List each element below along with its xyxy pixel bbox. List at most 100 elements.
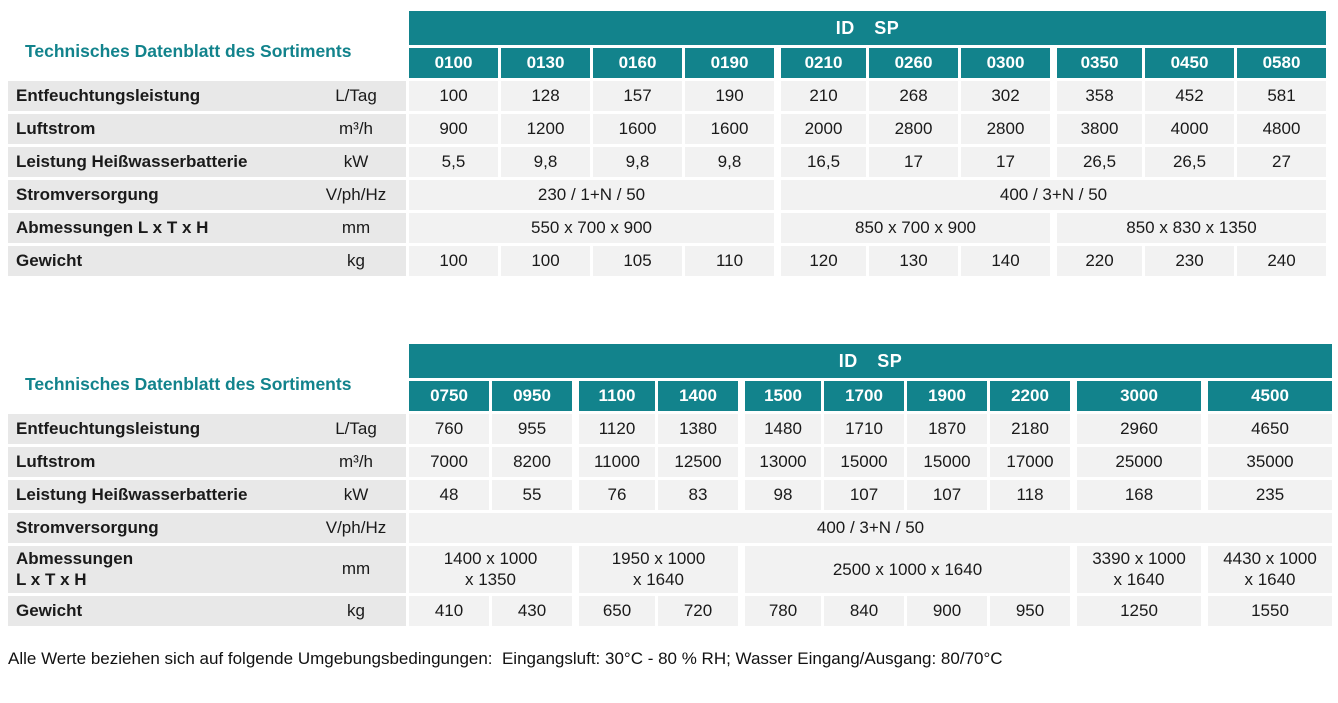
row-header: Leistung Heißwasserbatterie kW (8, 147, 406, 177)
value-cell: 55 (492, 480, 572, 510)
model-header: 0350 (1053, 48, 1142, 78)
value-cell: 3390 x 1000 x 1640 (1073, 546, 1201, 593)
value-cell: 48 (409, 480, 489, 510)
value-cell: 1870 (907, 414, 987, 444)
row-label: Stromversorgung (16, 185, 159, 205)
model-header: 1900 (907, 381, 987, 411)
value-cell: 4430 x 1000 x 1640 (1204, 546, 1332, 593)
row-header-cell: Abmessungen L x T x H mm (8, 213, 406, 243)
value-cell: 83 (658, 480, 738, 510)
value-cell: 100 (409, 246, 498, 276)
row-label: Gewicht (16, 251, 83, 271)
row-header: Stromversorgung V/ph/Hz (8, 180, 406, 210)
value-cell: 1600 (593, 114, 682, 144)
value-cell: 1200 (501, 114, 590, 144)
row-unit: kW (343, 485, 369, 504)
model-header: 0190 (685, 48, 774, 78)
value-cell: 100 (501, 246, 590, 276)
model-header: 0450 (1145, 48, 1234, 78)
model-header: 1400 (658, 381, 738, 411)
value-cell: 9,8 (593, 147, 682, 177)
value-cell: 850 x 830 x 1350 (1053, 213, 1326, 243)
row-header-cell: Abmessungen L x T x H mm (8, 546, 406, 593)
value-cell: 230 / 1+N / 50 (409, 180, 774, 210)
table-caption: Technisches Datenblatt des Sortiments (25, 373, 352, 394)
series-header: ID SP (409, 344, 1332, 378)
row-header: Stromversorgung V/ph/Hz (8, 513, 406, 543)
value-cell: 400 / 3+N / 50 (777, 180, 1326, 210)
value-cell: 760 (409, 414, 489, 444)
value-cell: 950 (990, 595, 1070, 626)
value-cell: 1710 (824, 414, 904, 444)
model-header: 3000 (1073, 381, 1201, 411)
model-header: 0210 (777, 48, 866, 78)
value-cell: 2000 (777, 114, 866, 144)
value-cell: 27 (1237, 147, 1326, 177)
table-caption-cell: Technisches Datenblatt des Sortiments (8, 11, 406, 78)
row-label: Entfeuchtungsleistung (16, 419, 201, 439)
value-cell: 8200 (492, 447, 572, 477)
model-header: 0100 (409, 48, 498, 78)
row-header: Gewicht kg (8, 596, 406, 626)
conditions-footnote: Alle Werte beziehen sich auf folgende Um… (8, 648, 1003, 668)
value-cell: 5,5 (409, 147, 498, 177)
value-cell: 1550 (1204, 595, 1332, 626)
row-unit: L/Tag (335, 419, 377, 438)
value-cell: 4650 (1204, 414, 1332, 444)
row-label: Leistung Heißwasserbatterie (16, 152, 248, 172)
value-cell: 2960 (1073, 414, 1201, 444)
datasheet-table-1: Technisches Datenblatt des Sortiments ID … (5, 8, 1338, 279)
value-cell: 230 (1145, 246, 1234, 276)
model-header: 4500 (1204, 381, 1332, 411)
value-cell: 581 (1237, 81, 1326, 111)
row-label: Abmessungen L x T x H (16, 549, 134, 590)
value-cell: 302 (961, 81, 1050, 111)
model-header: 0580 (1237, 48, 1326, 78)
row-unit: V/ph/Hz (325, 185, 387, 204)
row-header: Gewicht kg (8, 246, 406, 276)
value-cell: 13000 (741, 447, 821, 477)
row-unit: kg (347, 251, 365, 270)
value-cell: 9,8 (685, 147, 774, 177)
table-caption-cell: Technisches Datenblatt des Sortiments (8, 344, 406, 411)
value-cell: 140 (961, 246, 1050, 276)
row-unit: V/ph/Hz (325, 518, 387, 537)
model-header: 0300 (961, 48, 1050, 78)
row-label: Luftstrom (16, 119, 96, 139)
value-cell: 410 (409, 595, 489, 626)
value-cell: 400 / 3+N / 50 (409, 513, 1332, 543)
value-cell: 16,5 (777, 147, 866, 177)
row-header-cell: Entfeuchtungsleistung L/Tag (8, 414, 406, 444)
row-header: Abmessungen L x T x H mm (8, 546, 406, 593)
value-cell: 2500 x 1000 x 1640 (741, 546, 1070, 593)
value-cell: 4800 (1237, 114, 1326, 144)
row-label: Leistung Heißwasserbatterie (16, 485, 248, 505)
value-cell: 118 (990, 480, 1070, 510)
table-caption: Technisches Datenblatt des Sortiments (25, 40, 352, 61)
value-cell: 220 (1053, 246, 1142, 276)
row-label: Gewicht (16, 600, 83, 620)
value-cell: 168 (1073, 480, 1201, 510)
value-cell: 76 (575, 480, 655, 510)
row-header: Leistung Heißwasserbatterie kW (8, 480, 406, 510)
model-header: 1500 (741, 381, 821, 411)
model-header: 1700 (824, 381, 904, 411)
model-header: 2200 (990, 381, 1070, 411)
value-cell: 1480 (741, 414, 821, 444)
value-cell: 210 (777, 81, 866, 111)
row-header-cell: Leistung Heißwasserbatterie kW (8, 480, 406, 510)
row-unit: L/Tag (335, 86, 377, 105)
row-unit: m³/h (339, 119, 373, 138)
value-cell: 850 x 700 x 900 (777, 213, 1050, 243)
model-header: 0950 (492, 381, 572, 411)
value-cell: 240 (1237, 246, 1326, 276)
row-header: Luftstrom m³/h (8, 447, 406, 477)
datasheet-grid: Technisches Datenblatt des Sortiments ID … (5, 8, 1329, 279)
value-cell: 1400 x 1000 x 1350 (409, 546, 572, 593)
value-cell: 2800 (961, 114, 1050, 144)
value-cell: 107 (824, 480, 904, 510)
value-cell: 190 (685, 81, 774, 111)
value-cell: 2800 (869, 114, 958, 144)
value-cell: 780 (741, 595, 821, 626)
